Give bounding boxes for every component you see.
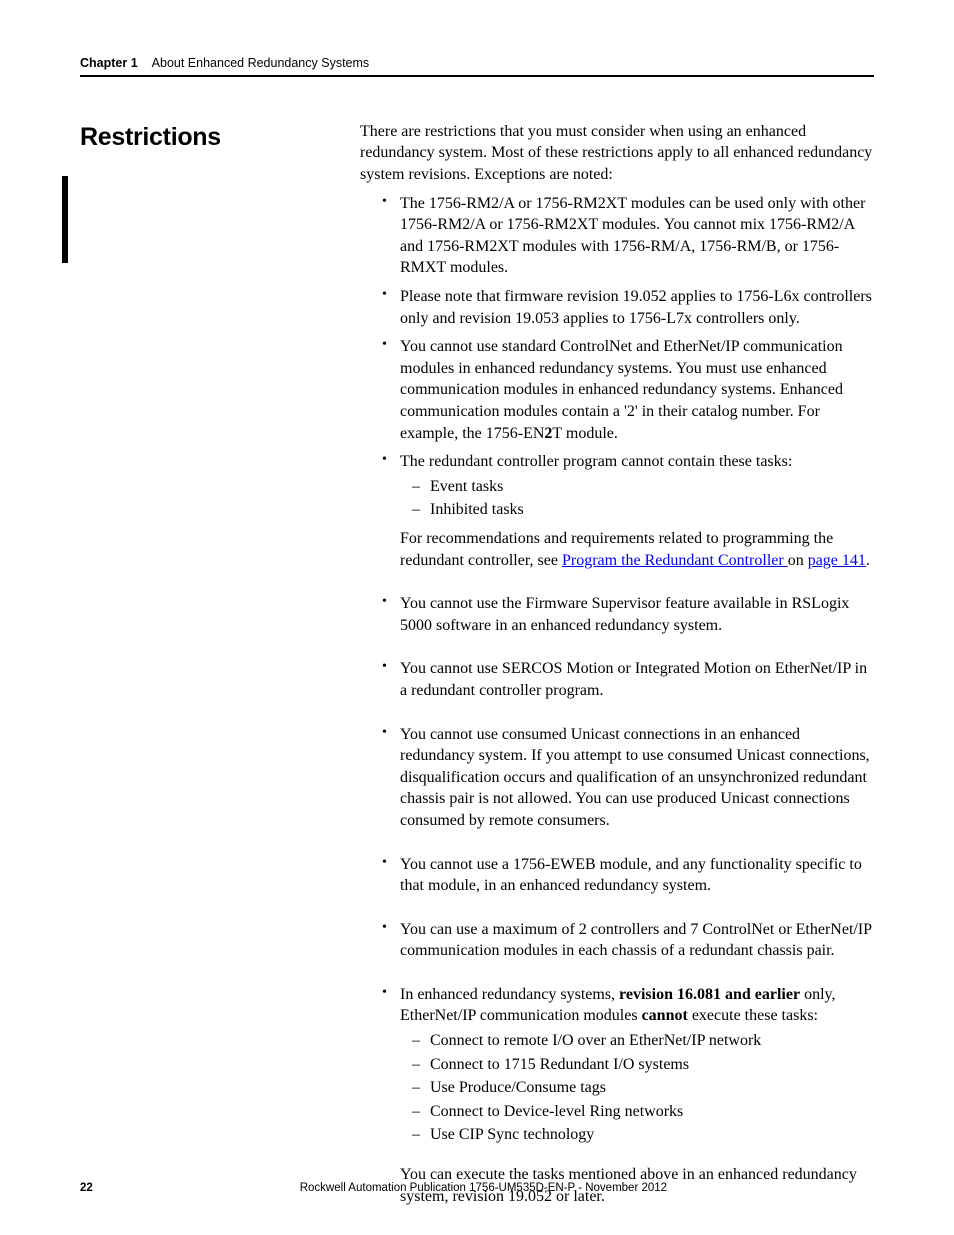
bullet-list-1: The 1756-RM2/A or 1756-RM2XT modules can… bbox=[360, 193, 874, 572]
list-text: T module. bbox=[552, 425, 617, 442]
link-program-controller[interactable]: Program the Redundant Controller bbox=[562, 552, 788, 569]
list-item: You cannot use a 1756-EWEB module, and a… bbox=[400, 854, 874, 897]
page-footer: 22 Rockwell Automation Publication 1756-… bbox=[80, 1181, 874, 1197]
list-text: You cannot use a 1756-EWEB module, and a… bbox=[400, 856, 862, 895]
link-page-141[interactable]: page 141 bbox=[808, 552, 866, 569]
document-page: Chapter 1 About Enhanced Redundancy Syst… bbox=[0, 0, 954, 1235]
list-item: You cannot use consumed Unicast connecti… bbox=[400, 724, 874, 832]
sub-list-item: Connect to remote I/O over an EtherNet/I… bbox=[430, 1030, 874, 1052]
list-text: In enhanced redundancy systems, bbox=[400, 986, 619, 1003]
list-item: You cannot use standard ControlNet and E… bbox=[400, 336, 874, 444]
text: on bbox=[788, 552, 808, 569]
list-text: The redundant controller program cannot … bbox=[400, 453, 792, 470]
list-text: execute these tasks: bbox=[688, 1007, 818, 1024]
page-header: Chapter 1 About Enhanced Redundancy Syst… bbox=[80, 55, 874, 77]
page-number: 22 bbox=[80, 1181, 93, 1197]
list-item: Please note that firmware revision 19.05… bbox=[400, 286, 874, 329]
content-area: Restrictions There are restrictions that… bbox=[80, 121, 874, 1229]
sub-list-text: Use Produce/Consume tags bbox=[430, 1079, 606, 1096]
sub-list-item: Connect to Device-level Ring networks bbox=[430, 1101, 874, 1123]
list-text: You cannot use standard ControlNet and E… bbox=[400, 338, 843, 441]
section-tab-marker bbox=[62, 176, 68, 263]
sub-list-text: Inhibited tasks bbox=[430, 501, 524, 518]
list-text: You can use a maximum of 2 controllers a… bbox=[400, 921, 871, 960]
list-item: You can use a maximum of 2 controllers a… bbox=[400, 919, 874, 962]
sub-list-item: Inhibited tasks bbox=[430, 499, 874, 521]
list-item: In enhanced redundancy systems, revision… bbox=[400, 984, 874, 1207]
list-text: Please note that firmware revision 19.05… bbox=[400, 288, 872, 327]
sub-list-item: Use Produce/Consume tags bbox=[430, 1077, 874, 1099]
sub-bullet-list: Connect to remote I/O over an EtherNet/I… bbox=[400, 1030, 874, 1146]
left-column: Restrictions bbox=[80, 121, 330, 1229]
list-item: You cannot use the Firmware Supervisor f… bbox=[400, 593, 874, 636]
right-column: There are restrictions that you must con… bbox=[360, 121, 874, 1229]
section-title: Restrictions bbox=[80, 121, 330, 155]
list-text: You cannot use the Firmware Supervisor f… bbox=[400, 595, 849, 634]
list-text: You cannot use SERCOS Motion or Integrat… bbox=[400, 660, 867, 699]
bullet-list-2: You cannot use the Firmware Supervisor f… bbox=[360, 593, 874, 1207]
chapter-label: Chapter 1 bbox=[80, 55, 138, 72]
sub-list-item: Connect to 1715 Redundant I/O systems bbox=[430, 1054, 874, 1076]
list-text: You cannot use consumed Unicast connecti… bbox=[400, 726, 870, 829]
text: . bbox=[866, 552, 870, 569]
sub-list-text: Connect to remote I/O over an EtherNet/I… bbox=[430, 1032, 761, 1049]
intro-paragraph: There are restrictions that you must con… bbox=[360, 121, 874, 186]
sub-bullet-list: Event tasks Inhibited tasks bbox=[400, 476, 874, 521]
sub-list-text: Connect to 1715 Redundant I/O systems bbox=[430, 1056, 689, 1073]
publication-info: Rockwell Automation Publication 1756-UM5… bbox=[300, 1181, 667, 1197]
sub-list-item: Use CIP Sync technology bbox=[430, 1124, 874, 1146]
list-item: The redundant controller program cannot … bbox=[400, 451, 874, 571]
list-paragraph: For recommendations and requirements rel… bbox=[400, 528, 874, 571]
chapter-topic: About Enhanced Redundancy Systems bbox=[152, 55, 370, 72]
bold-text: revision 16.081 and earlier bbox=[619, 986, 800, 1003]
sub-list-text: Event tasks bbox=[430, 478, 503, 495]
list-item: You cannot use SERCOS Motion or Integrat… bbox=[400, 658, 874, 701]
sub-list-text: Connect to Device-level Ring networks bbox=[430, 1103, 683, 1120]
list-item: The 1756-RM2/A or 1756-RM2XT modules can… bbox=[400, 193, 874, 279]
sub-list-text: Use CIP Sync technology bbox=[430, 1126, 594, 1143]
bold-text: cannot bbox=[642, 1007, 688, 1024]
list-text: The 1756-RM2/A or 1756-RM2XT modules can… bbox=[400, 195, 865, 277]
sub-list-item: Event tasks bbox=[430, 476, 874, 498]
